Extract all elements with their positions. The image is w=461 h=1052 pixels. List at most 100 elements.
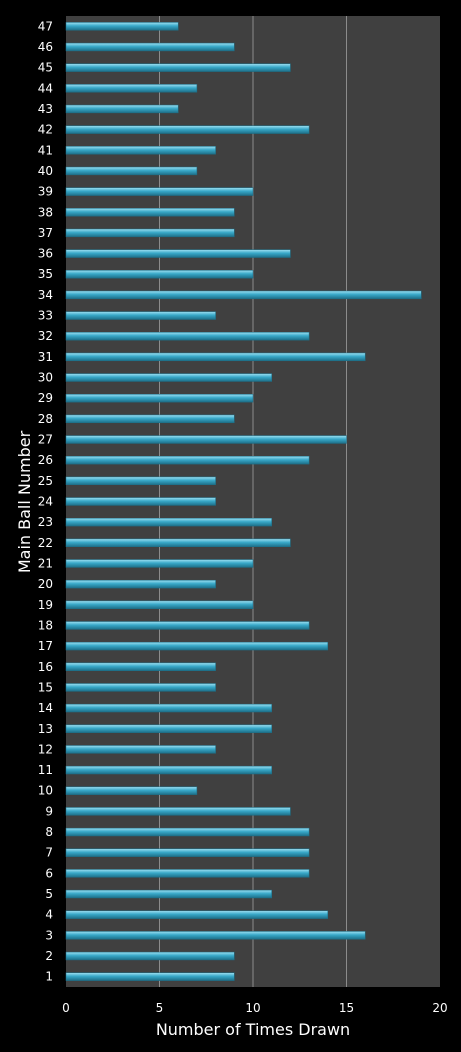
x-tick-label: 10 (245, 1001, 260, 1015)
y-tick-labels: 1234567891011121314151617181920212223242… (38, 19, 53, 983)
y-tick-label: 14 (38, 701, 53, 715)
y-tick-label: 8 (45, 825, 53, 839)
y-tick-label: 41 (38, 143, 53, 157)
bar (65, 166, 198, 176)
bar (65, 724, 272, 733)
y-tick-label: 9 (45, 804, 53, 818)
y-tick-label: 42 (38, 123, 53, 137)
bar (65, 497, 216, 506)
bar (65, 22, 179, 31)
y-tick-label: 11 (38, 763, 53, 777)
bar (65, 146, 216, 155)
y-tick-label: 12 (38, 742, 53, 756)
y-tick-label: 25 (38, 474, 53, 488)
x-tick-labels: 0 5 10 15 20 (62, 1001, 447, 1015)
y-axis-title: Main Ball Number (15, 430, 34, 573)
y-tick-label: 33 (38, 309, 53, 323)
bar (65, 538, 291, 547)
bar (65, 270, 254, 279)
bar (65, 249, 291, 258)
bar (65, 332, 310, 341)
y-tick-label: 47 (38, 19, 53, 33)
bar (65, 848, 310, 857)
bar (65, 579, 216, 589)
bar (65, 63, 291, 72)
y-tick-label: 31 (38, 350, 53, 364)
y-tick-label: 30 (38, 371, 53, 385)
y-tick-label: 18 (38, 618, 53, 632)
bar (65, 104, 179, 114)
bar (65, 869, 310, 878)
y-tick-label: 15 (38, 680, 53, 694)
y-tick-label: 4 (45, 908, 53, 922)
bar (65, 786, 198, 795)
bar (65, 125, 310, 134)
x-tick-label: 0 (62, 1001, 70, 1015)
y-tick-label: 20 (38, 577, 53, 591)
y-tick-label: 6 (45, 866, 53, 880)
y-tick-label: 7 (45, 846, 53, 860)
bar (65, 456, 310, 465)
y-tick-label: 32 (38, 329, 53, 343)
y-tick-label: 5 (45, 887, 53, 901)
bar (65, 641, 329, 651)
bar (65, 42, 235, 52)
bar (65, 600, 254, 609)
y-tick-label: 10 (38, 784, 53, 798)
bar (65, 621, 310, 630)
bar (65, 931, 366, 940)
bar (65, 807, 291, 816)
y-tick-label: 34 (38, 288, 53, 302)
bar (65, 559, 254, 568)
y-tick-label: 28 (38, 412, 53, 426)
y-tick-label: 21 (38, 556, 53, 570)
bar (65, 662, 216, 671)
y-tick-label: 39 (38, 185, 53, 199)
y-tick-label: 22 (38, 536, 53, 550)
bar (65, 703, 272, 713)
bar (65, 517, 272, 527)
y-tick-label: 29 (38, 391, 53, 405)
x-tick-label: 20 (432, 1001, 447, 1015)
x-tick-label: 15 (339, 1001, 354, 1015)
bar (65, 827, 310, 837)
bars (65, 22, 422, 981)
bar (65, 84, 198, 93)
y-tick-label: 38 (38, 205, 53, 219)
bar (65, 435, 347, 444)
y-tick-label: 1 (45, 970, 53, 984)
bar (65, 476, 216, 486)
y-tick-label: 24 (38, 495, 53, 509)
bar (65, 373, 272, 382)
bar (65, 311, 216, 320)
bar (65, 765, 272, 775)
y-tick-label: 27 (38, 433, 53, 447)
y-tick-label: 19 (38, 598, 53, 612)
bar (65, 972, 235, 981)
y-tick-label: 44 (38, 81, 53, 95)
bar (65, 187, 254, 196)
y-tick-label: 45 (38, 61, 53, 75)
bar (65, 228, 235, 238)
y-tick-label: 3 (45, 928, 53, 942)
y-tick-label: 17 (38, 639, 53, 653)
y-tick-label: 40 (38, 164, 53, 178)
y-tick-label: 16 (38, 660, 53, 674)
bar (65, 910, 329, 919)
bar (65, 394, 254, 403)
bar (65, 889, 272, 899)
y-tick-label: 2 (45, 949, 53, 963)
y-tick-label: 23 (38, 515, 53, 529)
bar (65, 208, 235, 217)
bar (65, 414, 235, 424)
x-axis-title: Number of Times Drawn (156, 1020, 350, 1039)
bar (65, 951, 235, 961)
bar (65, 290, 422, 300)
y-tick-label: 36 (38, 247, 53, 261)
y-tick-label: 13 (38, 722, 53, 736)
y-tick-label: 26 (38, 453, 53, 467)
bar (65, 352, 366, 362)
y-tick-label: 37 (38, 226, 53, 240)
y-tick-label: 35 (38, 267, 53, 281)
